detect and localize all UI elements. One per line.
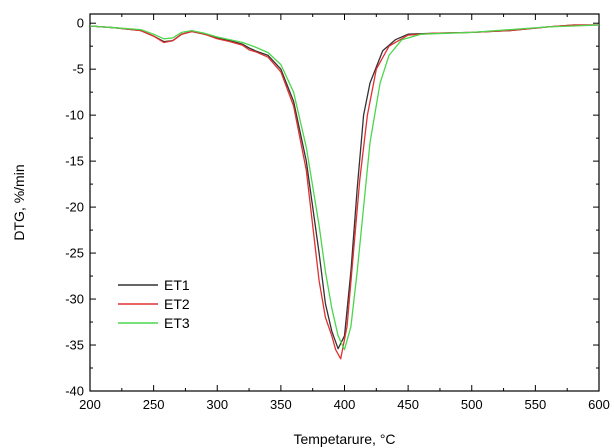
x-tick-label: 450 (397, 397, 419, 412)
y-axis-label: DTG, %/min (11, 164, 27, 240)
series-lines (89, 24, 600, 360)
x-tick-label: 250 (143, 397, 165, 412)
y-tick-label: -20 (65, 200, 84, 215)
legend-label-et2: ET2 (164, 296, 190, 312)
y-tick-label: -30 (65, 292, 84, 307)
x-tick-label: 550 (525, 397, 547, 412)
series-line-et2 (89, 24, 599, 360)
x-axis-label: Tempetarure, °C (293, 431, 395, 447)
y-tick-label: -35 (65, 338, 84, 353)
y-tick-label: -5 (72, 62, 84, 77)
x-tick-label: 500 (461, 397, 483, 412)
y-tick-label: -10 (65, 108, 84, 123)
axis-ticks: 200 250 300 350 400 450 500 550 600 0 -5 -10 -15 -20 -… (65, 14, 610, 412)
x-tick-label: 600 (588, 397, 610, 412)
y-tick-label: -15 (65, 154, 84, 169)
x-tick-label: 200 (79, 397, 101, 412)
legend-label-et1: ET1 (164, 277, 190, 293)
y-tick-label: 0 (77, 16, 84, 31)
y-tick-label: -25 (65, 246, 84, 261)
x-tick-label: 400 (334, 397, 356, 412)
legend-label-et3: ET3 (164, 315, 190, 331)
x-tick-label: 300 (206, 397, 228, 412)
series-line-et3 (89, 24, 600, 351)
legend: ET1 ET2 ET3 (118, 277, 190, 331)
y-tick-label: -40 (65, 384, 84, 399)
x-tick-label: 350 (270, 397, 292, 412)
